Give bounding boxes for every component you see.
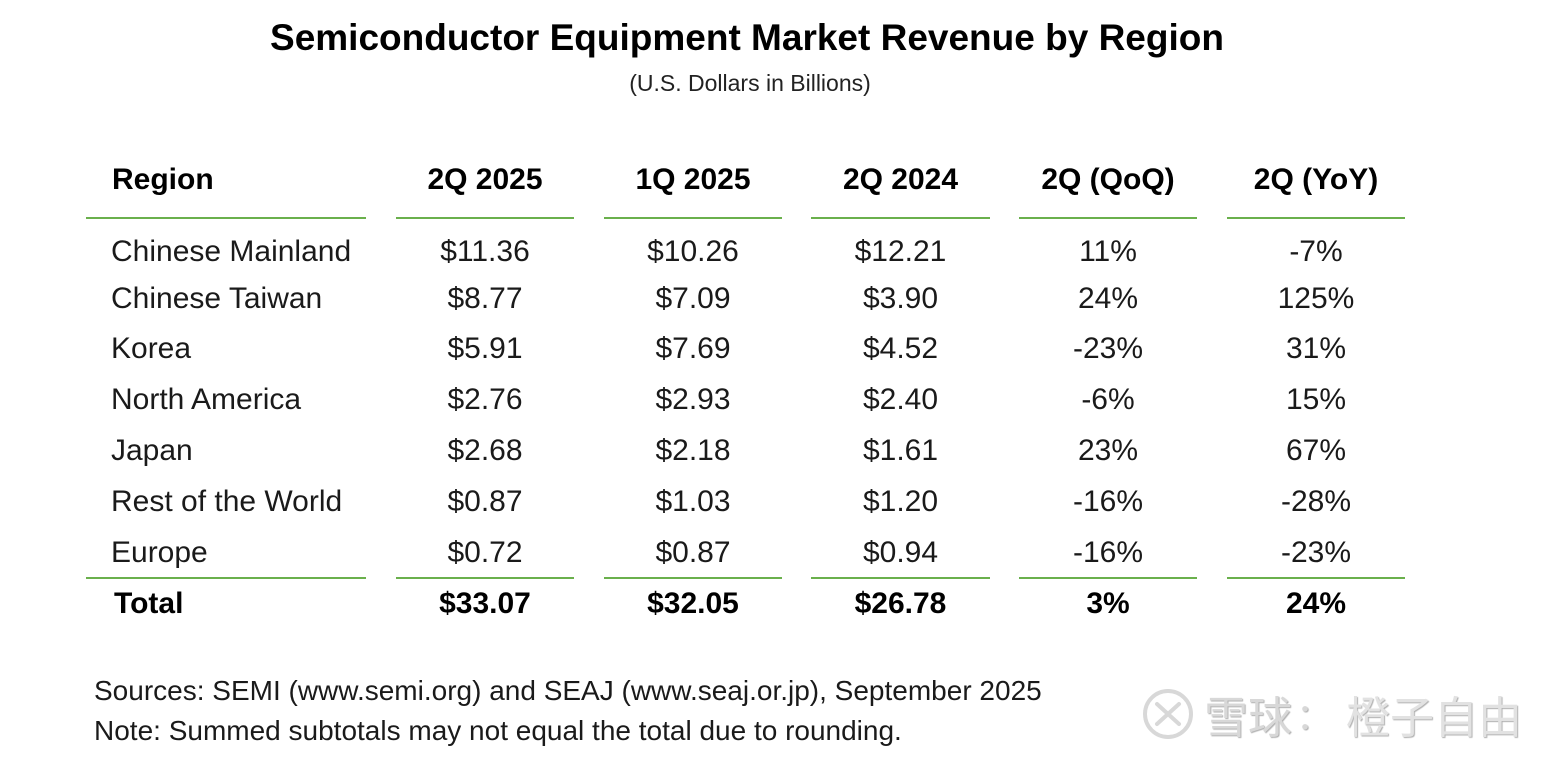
header-divider	[604, 217, 782, 219]
watermark: 雪球 ： 橙子自由	[1142, 682, 1522, 746]
total-yoy: 24%	[1285, 587, 1347, 620]
region-label: Chinese Taiwan	[111, 282, 323, 315]
region-label: Europe	[111, 536, 208, 569]
total-divider	[1019, 577, 1197, 579]
cell-qoq: -16%	[1072, 485, 1144, 518]
cell-yoy: -23%	[1280, 536, 1352, 569]
cell-2q-2025: $2.76	[447, 383, 523, 416]
cell-1q-2025: $10.26	[647, 235, 739, 268]
cell-2q-2024: $12.21	[854, 235, 947, 268]
cell-yoy: -28%	[1280, 485, 1352, 518]
cell-yoy: -7%	[1289, 235, 1343, 268]
header-divider	[1019, 217, 1197, 219]
region-label: Japan	[111, 434, 193, 467]
cell-2q-2024: $1.61	[862, 434, 939, 467]
cell-1q-2025: $7.09	[655, 282, 731, 315]
watermark-user: 橙子自由	[1346, 693, 1523, 744]
column-header-yoy: 2Q (YoY)	[1253, 163, 1379, 196]
rounding-note: Note: Summed subtotals may not equal the…	[94, 715, 902, 746]
snowball-logo-icon	[1143, 689, 1193, 739]
header-divider	[86, 217, 366, 219]
total-divider	[811, 577, 990, 579]
cell-1q-2025: $0.87	[655, 536, 731, 569]
cell-qoq: -16%	[1072, 536, 1144, 569]
header-divider	[396, 217, 574, 219]
total-divider	[396, 577, 574, 579]
cell-2q-2024: $4.52	[862, 332, 939, 365]
total-2q-2024: $26.78	[854, 587, 947, 620]
cell-1q-2025: $2.93	[655, 383, 731, 416]
watermark-separator: ：	[1296, 697, 1333, 738]
watermark-brand: 雪球	[1204, 693, 1292, 744]
cell-2q-2025: $11.36	[440, 235, 530, 268]
column-header-1q-2025: 1Q 2025	[635, 163, 751, 196]
cell-2q-2025: $0.72	[447, 536, 523, 569]
cell-qoq: -23%	[1072, 332, 1144, 365]
total-qoq: 3%	[1086, 587, 1130, 620]
region-label: Rest of the World	[111, 485, 343, 518]
cell-2q-2024: $2.40	[862, 383, 939, 416]
revenue-table: Region 2Q 2025 1Q 2025 2Q 2024 2Q (QoQ) 2Q (Y…	[86, 163, 1405, 620]
header-divider	[1227, 217, 1405, 219]
cell-yoy: 15%	[1285, 383, 1347, 416]
table-title: Semiconductor Equipment Market Revenue b…	[270, 17, 1224, 58]
cell-yoy: 31%	[1285, 332, 1347, 365]
column-header-qoq: 2Q (QoQ)	[1041, 163, 1175, 196]
total-2q-2025: $33.07	[439, 587, 531, 620]
cell-2q-2025: $5.91	[447, 332, 523, 365]
total-label: Total	[114, 587, 184, 620]
region-label: North America	[111, 383, 302, 416]
cell-2q-2024: $0.94	[862, 536, 939, 569]
header-divider	[811, 217, 990, 219]
cell-qoq: -6%	[1081, 383, 1135, 416]
cell-2q-2025: $2.68	[447, 434, 523, 467]
region-label: Korea	[111, 332, 192, 365]
total-divider	[1227, 577, 1405, 579]
cell-1q-2025: $7.69	[655, 332, 731, 365]
cell-1q-2025: $1.03	[655, 485, 731, 518]
column-header-2q-2024: 2Q 2024	[842, 163, 959, 196]
cell-2q-2024: $1.20	[862, 485, 939, 518]
cell-qoq: 24%	[1077, 282, 1139, 315]
column-header-2q-2025: 2Q 2025	[427, 163, 543, 196]
cell-1q-2025: $2.18	[655, 434, 731, 467]
cell-qoq: 11%	[1079, 235, 1137, 268]
cell-2q-2024: $3.90	[862, 282, 939, 315]
sources-note: Sources: SEMI (www.semi.org) and SEAJ (w…	[94, 675, 1042, 706]
column-header-region: Region	[112, 163, 214, 196]
total-divider	[604, 577, 782, 579]
cell-2q-2025: $8.77	[447, 282, 523, 315]
cell-2q-2025: $0.87	[447, 485, 523, 518]
cell-yoy: 125%	[1277, 282, 1355, 315]
table-subtitle: (U.S. Dollars in Billions)	[629, 70, 871, 96]
cell-yoy: 67%	[1285, 434, 1347, 467]
total-1q-2025: $32.05	[647, 587, 739, 620]
total-divider	[86, 577, 366, 579]
region-label: Chinese Mainland	[111, 235, 352, 268]
cell-qoq: 23%	[1077, 434, 1139, 467]
